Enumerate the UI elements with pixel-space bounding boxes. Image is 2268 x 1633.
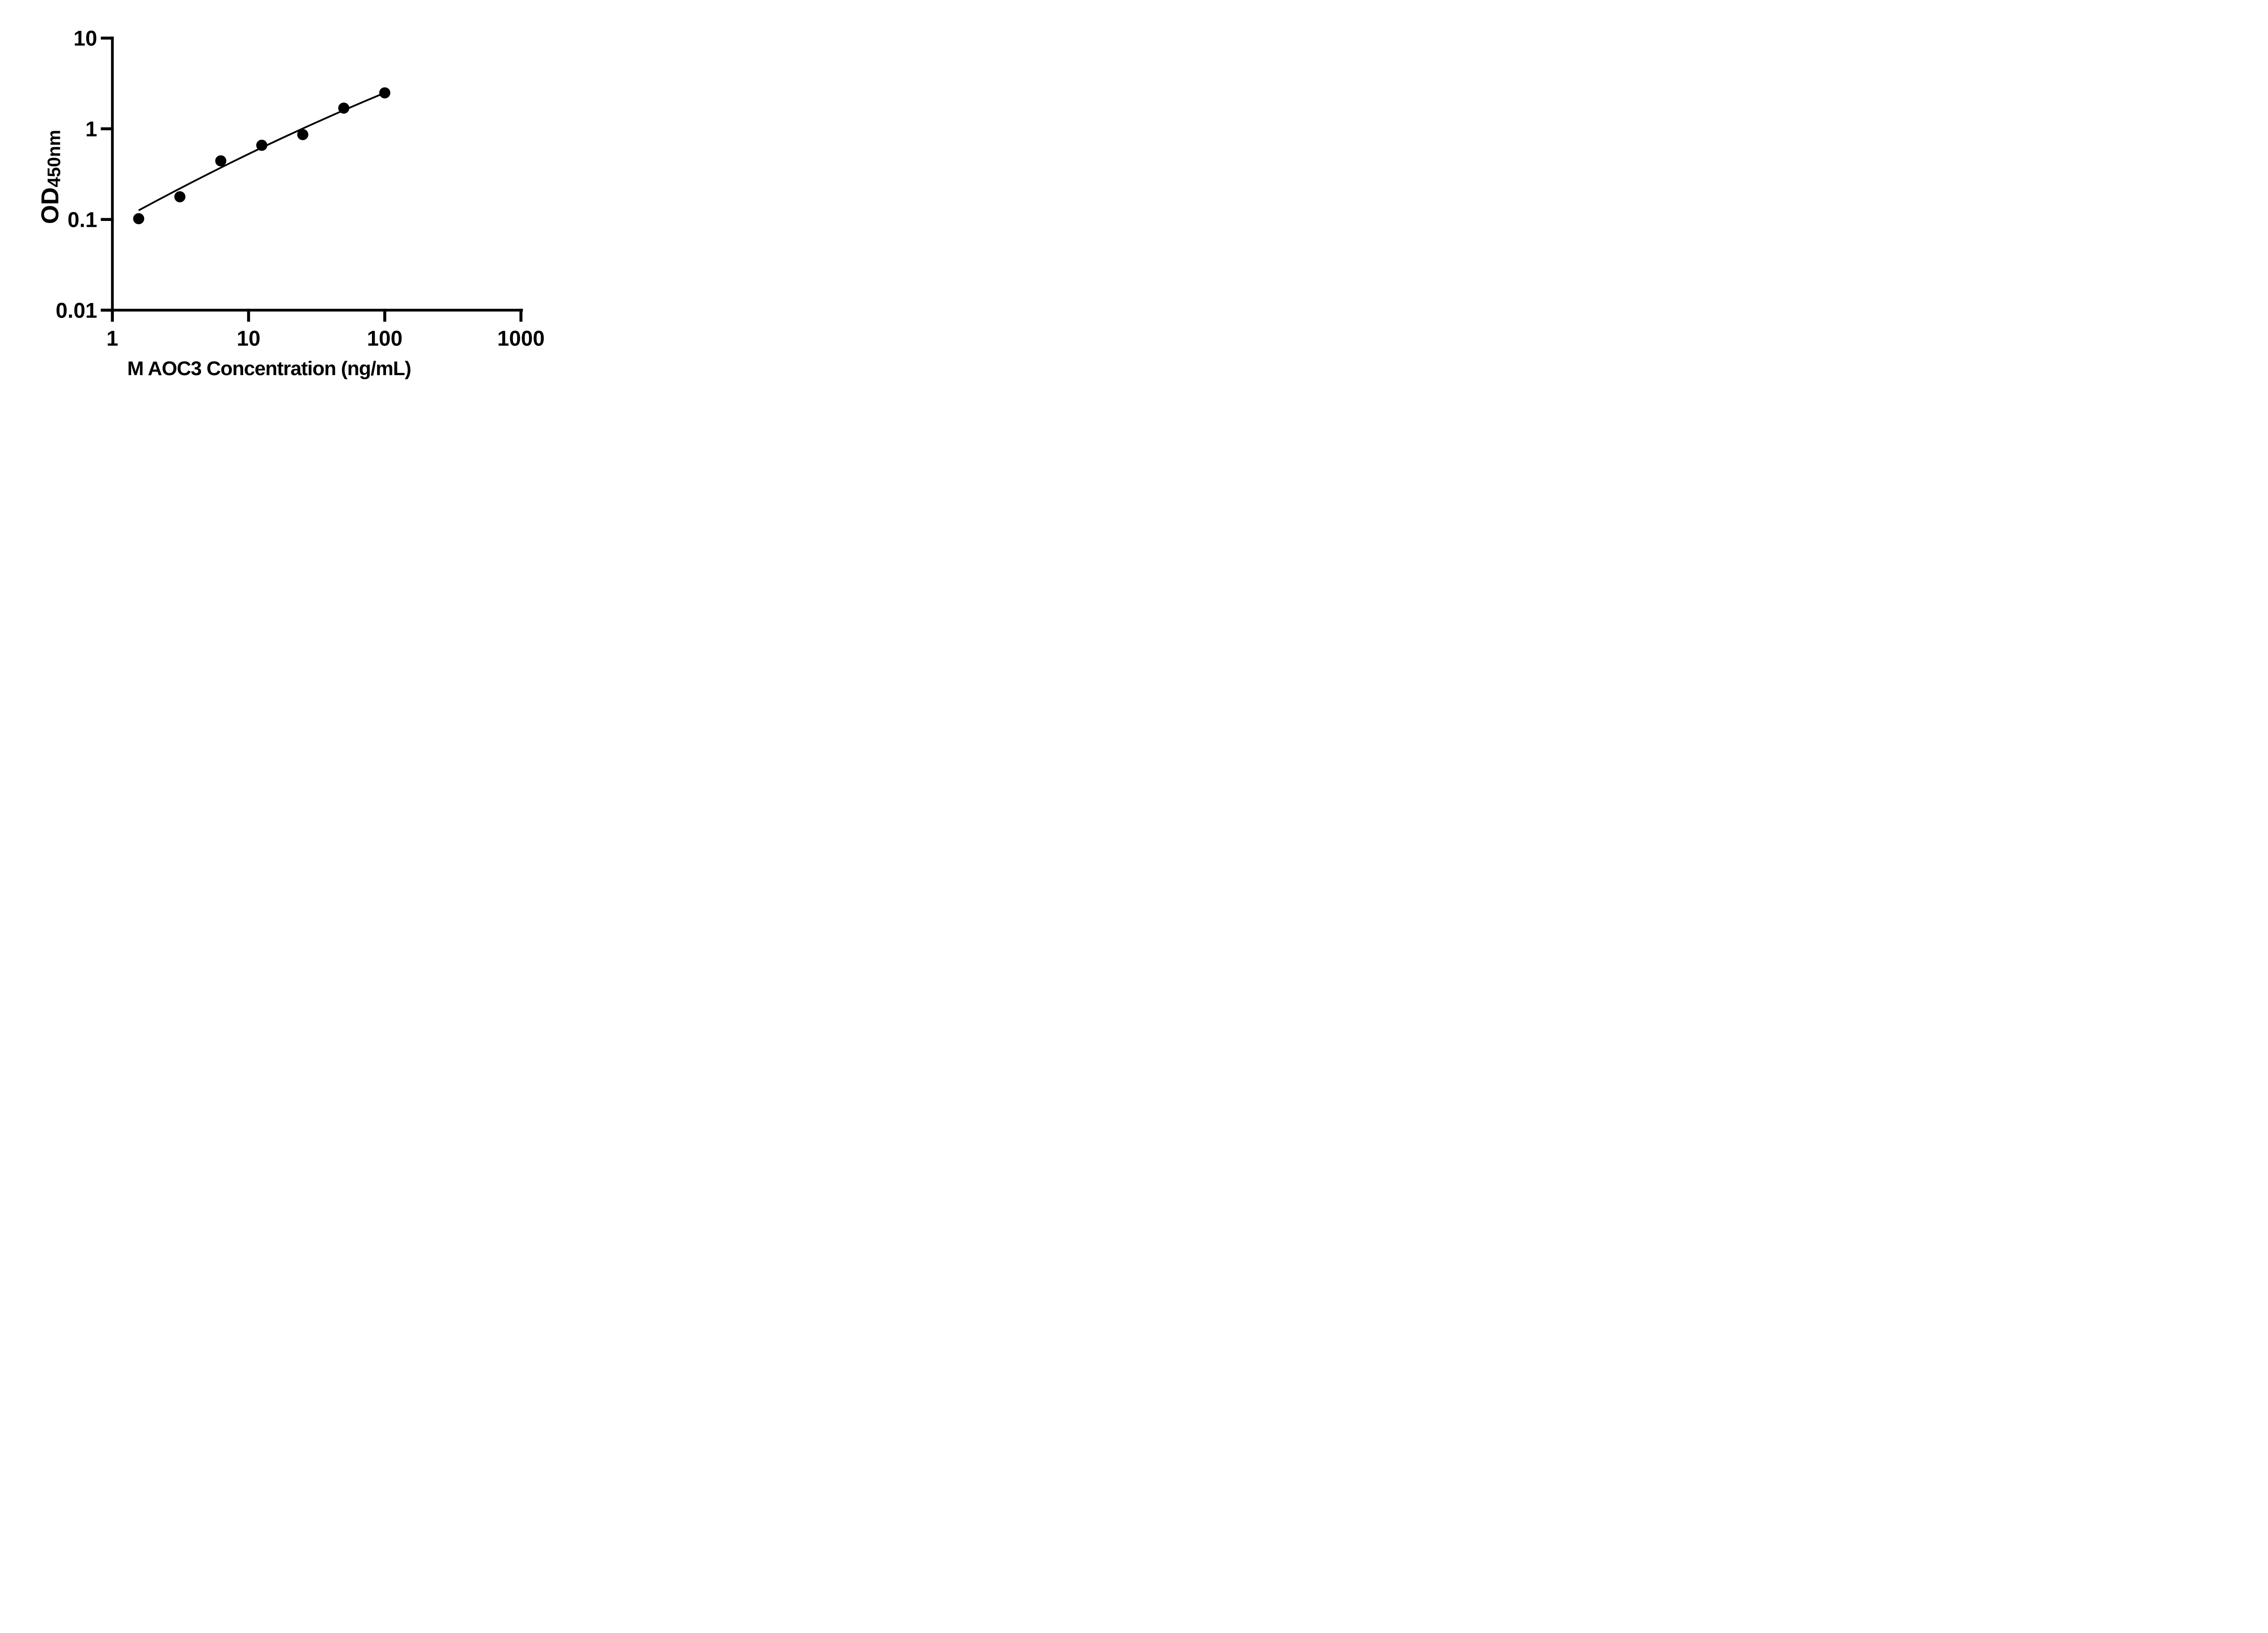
- x-tick-label: 10: [237, 326, 260, 350]
- data-point: [133, 213, 144, 225]
- data-point: [256, 140, 268, 151]
- x-tick: [247, 308, 250, 322]
- x-tick: [111, 308, 114, 322]
- x-axis-title: M AOC3 Concentration (ng/mL): [127, 357, 411, 380]
- y-axis-spine: [111, 36, 114, 312]
- y-tick-label: 1: [85, 117, 97, 141]
- y-tick-label: 0.01: [56, 298, 97, 322]
- data-point: [379, 87, 391, 98]
- elisa-standard-curve-figure: 10 1 0.1 0.01 1 10 100 1000 OD450nm M AOC3 Conc…: [0, 0, 583, 408]
- x-tick: [519, 308, 523, 322]
- data-point: [215, 155, 226, 166]
- y-axis-title: OD450nm: [36, 130, 64, 224]
- y-axis-title-subscript: 450nm: [44, 130, 64, 187]
- y-tick: [101, 218, 114, 221]
- x-tick-label: 1: [107, 326, 118, 350]
- y-tick: [101, 127, 114, 131]
- data-point: [174, 191, 186, 203]
- y-tick-label: 10: [73, 26, 97, 50]
- x-tick-label: 1000: [497, 326, 545, 350]
- y-axis-title-main: OD: [36, 187, 64, 224]
- y-tick: [101, 308, 114, 312]
- x-axis-spine: [101, 308, 523, 312]
- x-tick-label: 100: [367, 326, 402, 350]
- tick-labels: 10 1 0.1 0.01 1 10 100 1000: [56, 26, 545, 350]
- elisa-standard-curve-chart: 10 1 0.1 0.01 1 10 100 1000 OD450nm M AOC3 Conc…: [36, 26, 545, 380]
- x-tick: [383, 308, 386, 322]
- y-tick-label: 0.1: [68, 207, 97, 231]
- data-point: [338, 103, 350, 114]
- y-tick: [101, 36, 114, 40]
- axes: [101, 36, 523, 312]
- data-point: [297, 129, 308, 140]
- ticks: [101, 36, 523, 322]
- data-series: [133, 87, 391, 225]
